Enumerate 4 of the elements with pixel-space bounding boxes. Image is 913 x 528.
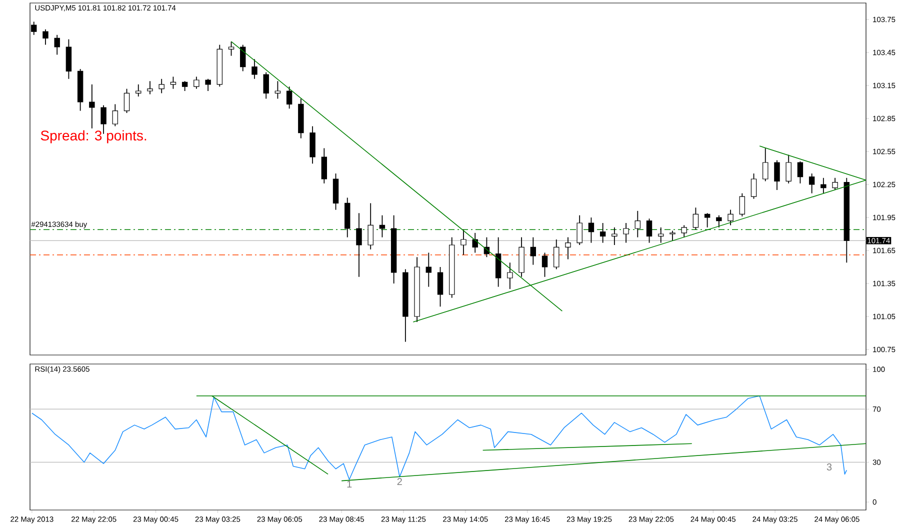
annotation: 1 bbox=[347, 480, 352, 488]
annotation: Spread: 3 points. bbox=[40, 130, 146, 144]
annotation: 3 bbox=[826, 463, 832, 470]
annotation: 2 bbox=[397, 478, 402, 486]
